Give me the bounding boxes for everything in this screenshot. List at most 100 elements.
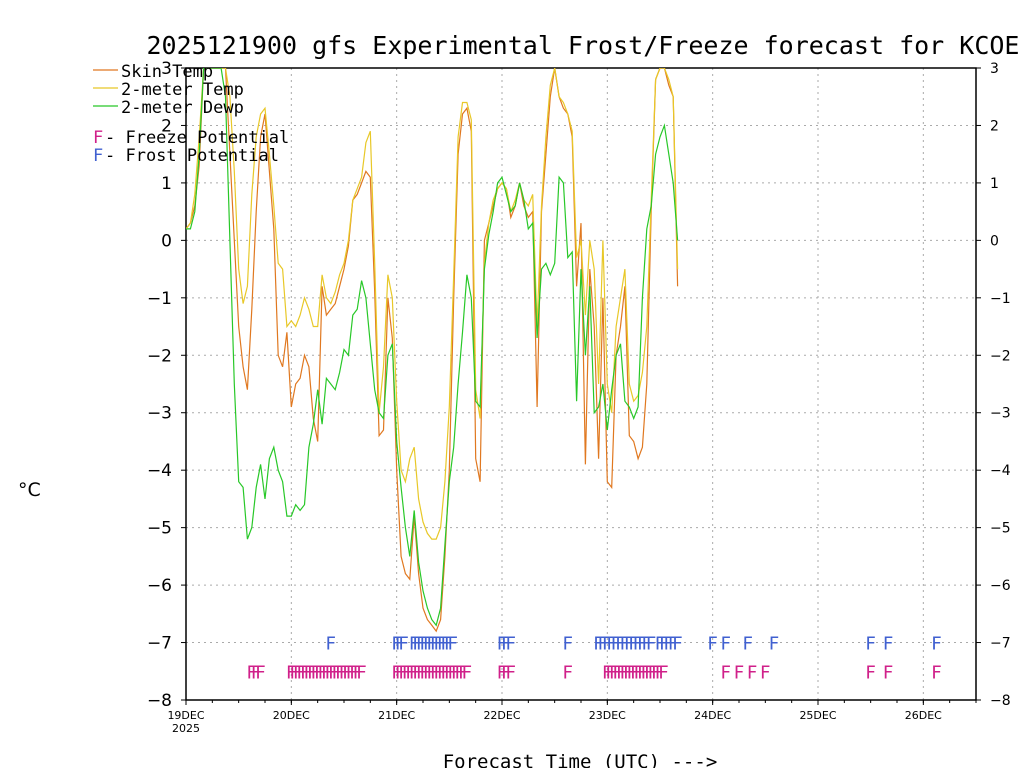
freeze-flag: F xyxy=(430,662,440,683)
freeze-flag: F xyxy=(458,662,468,683)
x-tick-label: 24DEC xyxy=(694,709,731,722)
y-tick-label: −1 xyxy=(147,289,172,309)
freeze-flag: F xyxy=(304,662,314,683)
frost-flag: F xyxy=(448,634,458,655)
y-tick-label-right: −4 xyxy=(990,463,1011,479)
frost-flag: F xyxy=(883,634,893,655)
frost-flag: F xyxy=(655,634,665,655)
x-tick-label: 22DEC xyxy=(483,709,520,722)
frost-flag: F xyxy=(427,634,437,655)
y-tick-label-right: −5 xyxy=(990,521,1011,537)
legend-flag-letter: F xyxy=(93,128,103,148)
freeze-flag: F xyxy=(455,662,465,683)
freeze-flag: F xyxy=(251,662,261,683)
freeze-flag: F xyxy=(255,662,265,683)
freeze-flag: F xyxy=(760,662,770,683)
freeze-flag: F xyxy=(506,662,516,683)
frost-flag: F xyxy=(607,634,617,655)
frost-flag: F xyxy=(399,634,409,655)
freeze-flag: F xyxy=(931,662,941,683)
legend-flag-text: - Freeze Potential xyxy=(105,128,289,148)
freeze-flag: F xyxy=(613,662,623,683)
frost-flag: F xyxy=(611,634,621,655)
legend-flag-text: - Frost Potential xyxy=(105,146,279,166)
freeze-flag: F xyxy=(391,662,401,683)
frost-flag: F xyxy=(395,634,405,655)
frost-flag: F xyxy=(721,634,731,655)
frost-flag: F xyxy=(416,634,426,655)
frost-flag: F xyxy=(659,634,669,655)
freeze-flag: F xyxy=(616,662,626,683)
x-tick-label: 21DEC xyxy=(378,709,415,722)
frost-flag: F xyxy=(506,634,516,655)
freeze-flag: F xyxy=(416,662,426,683)
freeze-flag: F xyxy=(501,662,511,683)
y-tick-label: 1 xyxy=(161,174,172,194)
frost-flag: F xyxy=(628,634,638,655)
freeze-flag: F xyxy=(349,662,359,683)
frost-flag: F xyxy=(637,634,647,655)
freeze-flag: F xyxy=(865,662,875,683)
y-tick-label-right: 1 xyxy=(990,176,999,192)
y-tick-label-right: −2 xyxy=(990,348,1011,364)
frost-flag: F xyxy=(598,634,608,655)
frost-flag: F xyxy=(430,634,440,655)
y-tick-label-right: −7 xyxy=(990,636,1011,652)
freeze-flag: F xyxy=(346,662,356,683)
freeze-flag: F xyxy=(623,662,633,683)
freeze-flag: F xyxy=(747,662,757,683)
frost-flag: F xyxy=(668,634,678,655)
freeze-flag: F xyxy=(293,662,303,683)
freeze-flag: F xyxy=(356,662,366,683)
freeze-flag: F xyxy=(497,662,507,683)
frost-flag: F xyxy=(420,634,430,655)
freeze-flag: F xyxy=(290,662,300,683)
freeze-flag: F xyxy=(448,662,458,683)
frost-flag: F xyxy=(326,634,336,655)
freeze-flag: F xyxy=(634,662,644,683)
freeze-flag: F xyxy=(307,662,317,683)
freeze-flag: F xyxy=(651,662,661,683)
freeze-flag: F xyxy=(335,662,345,683)
frost-flag: F xyxy=(413,634,423,655)
freeze-flag: F xyxy=(406,662,416,683)
freeze-flag: F xyxy=(609,662,619,683)
frost-flag: F xyxy=(672,634,682,655)
x-tick-label: 23DEC xyxy=(589,709,626,722)
freeze-flag: F xyxy=(462,662,472,683)
freeze-flag: F xyxy=(437,662,447,683)
freeze-flag: F xyxy=(427,662,437,683)
series-line-dewp xyxy=(186,68,679,627)
y-tick-label-right: 3 xyxy=(990,61,999,77)
frost-flag: F xyxy=(501,634,511,655)
legend-label: 2-meter Dewp xyxy=(121,98,244,118)
legend-label: 2-meter Temp xyxy=(121,80,244,100)
frost-flag: F xyxy=(593,634,603,655)
frost-flag: F xyxy=(646,634,656,655)
freeze-flag: F xyxy=(297,662,307,683)
frost-flag: F xyxy=(497,634,507,655)
freeze-flag: F xyxy=(644,662,654,683)
y-tick-label: 3 xyxy=(161,59,172,79)
freeze-flag: F xyxy=(339,662,349,683)
freeze-flag: F xyxy=(353,662,363,683)
freeze-flag: F xyxy=(413,662,423,683)
freeze-flag: F xyxy=(328,662,338,683)
frost-flag: F xyxy=(563,634,573,655)
frost-flag: F xyxy=(633,634,643,655)
freeze-flag: F xyxy=(444,662,454,683)
frost-flag: F xyxy=(444,634,454,655)
frost-flag: F xyxy=(615,634,625,655)
y-tick-label: −4 xyxy=(147,461,172,481)
y-tick-label: −2 xyxy=(147,346,172,366)
frost-flag: F xyxy=(391,634,401,655)
freeze-flag: F xyxy=(342,662,352,683)
freeze-flag: F xyxy=(655,662,665,683)
frost-flag: F xyxy=(624,634,634,655)
frost-flag: F xyxy=(664,634,674,655)
freeze-flag: F xyxy=(402,662,412,683)
freeze-flag: F xyxy=(734,662,744,683)
y-tick-label: 0 xyxy=(161,231,172,251)
axes: −8 −8 −7 −7 −6 −6 −5 −5 −4 −4 −3 −3 −2 −2 −1 −1 0 0 1 1 2 2 3 3… xyxy=(147,59,1011,735)
